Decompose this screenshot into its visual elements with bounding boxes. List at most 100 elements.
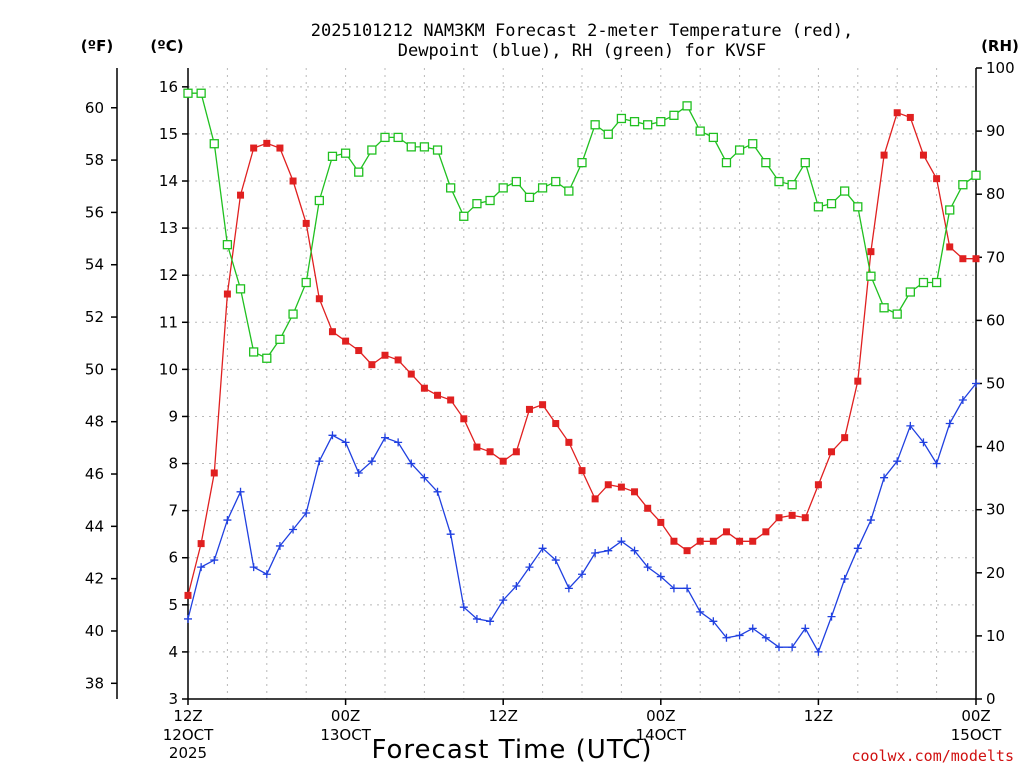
data-point — [250, 144, 258, 152]
celsius-tick-label: 7 — [168, 502, 178, 520]
data-point — [184, 614, 192, 623]
data-point — [578, 570, 586, 579]
x-axis-label: Forecast Time (UTC) — [371, 735, 652, 765]
data-point — [643, 120, 653, 130]
data-point — [197, 540, 205, 548]
credit-label: coolwx.com/modelts — [851, 747, 1014, 765]
data-point — [538, 544, 547, 553]
data-point — [669, 584, 678, 593]
fahrenheit-tick-label: 60 — [85, 99, 104, 117]
celsius-tick-label: 6 — [168, 549, 178, 567]
rh-tick-label: 100 — [986, 59, 1015, 77]
data-point — [879, 303, 889, 313]
data-point — [289, 525, 298, 534]
data-point — [539, 401, 547, 409]
data-point — [749, 537, 757, 545]
data-point — [774, 176, 784, 187]
rh-tick-label: 90 — [986, 122, 1005, 140]
data-point — [775, 514, 783, 522]
data-point — [275, 541, 284, 550]
celsius-unit-label: (ºC) — [150, 37, 183, 55]
data-point — [367, 145, 377, 155]
data-point — [775, 643, 783, 652]
data-point — [551, 556, 560, 565]
data-point — [721, 157, 732, 168]
data-point — [972, 255, 980, 263]
data-point — [657, 518, 665, 526]
axes: 3456789101112131415163840424446485052545… — [85, 59, 1015, 762]
grid-lines — [188, 68, 976, 700]
data-point — [905, 287, 915, 297]
data-point — [577, 157, 587, 168]
data-point — [761, 157, 771, 168]
data-point — [446, 183, 456, 193]
data-point — [367, 457, 376, 466]
data-point — [893, 457, 902, 466]
data-point — [644, 504, 652, 512]
data-point — [525, 405, 533, 413]
data-point — [827, 612, 836, 621]
data-point — [892, 309, 902, 319]
data-point — [841, 434, 849, 442]
data-point — [643, 563, 652, 572]
data-point — [420, 384, 428, 392]
rh-tick-label: 40 — [986, 438, 1005, 456]
data-point — [380, 132, 390, 143]
x-tick-label-time: 12Z — [489, 707, 518, 725]
x-tick-label-date: 15OCT — [951, 726, 1002, 744]
data-point — [485, 195, 495, 206]
data-point — [629, 116, 640, 127]
data-point — [709, 537, 717, 545]
data-point — [209, 139, 219, 149]
data-point — [972, 379, 980, 388]
data-point — [801, 624, 810, 633]
data-point — [826, 199, 837, 209]
data-point — [840, 186, 850, 196]
data-point — [931, 277, 942, 288]
data-point — [906, 113, 914, 121]
data-point — [222, 240, 233, 250]
fahrenheit-tick-label: 40 — [85, 622, 104, 640]
data-point — [656, 572, 665, 581]
data-point — [499, 457, 507, 465]
data-point — [459, 603, 468, 612]
data-point — [302, 219, 310, 227]
data-point — [472, 199, 482, 209]
celsius-tick-label: 5 — [168, 596, 178, 614]
data-point — [525, 563, 534, 572]
data-point — [447, 396, 455, 404]
data-point — [564, 186, 574, 196]
data-point — [787, 180, 797, 190]
data-point — [748, 624, 757, 633]
data-point — [958, 395, 967, 404]
data-point — [511, 176, 521, 187]
fahrenheit-tick-label: 58 — [85, 151, 104, 169]
data-point — [696, 607, 705, 616]
fahrenheit-unit-label: (ºF) — [81, 37, 113, 55]
data-point — [288, 309, 298, 319]
data-point — [918, 277, 929, 288]
data-point — [946, 243, 954, 251]
data-point — [223, 290, 231, 298]
x-tick-label-time: 00Z — [961, 707, 990, 725]
data-point — [315, 457, 324, 466]
data-point — [735, 631, 744, 640]
data-point — [446, 530, 455, 539]
data-point — [932, 459, 941, 468]
data-point — [866, 516, 875, 525]
data-point — [197, 563, 206, 572]
data-point — [813, 202, 824, 212]
data-point — [486, 617, 495, 626]
data-point — [578, 467, 586, 475]
series-rh — [183, 88, 981, 363]
data-point — [381, 351, 389, 359]
celsius-tick-label: 4 — [168, 643, 178, 661]
data-point — [591, 495, 599, 503]
chart-title-line1: 2025101212 NAM3KM Forecast 2-meter Tempe… — [311, 21, 853, 41]
data-point — [919, 151, 927, 159]
data-point — [616, 113, 627, 124]
rh-unit-label: (RH) — [981, 37, 1019, 55]
celsius-tick-label: 14 — [159, 172, 178, 190]
data-point — [524, 192, 535, 203]
